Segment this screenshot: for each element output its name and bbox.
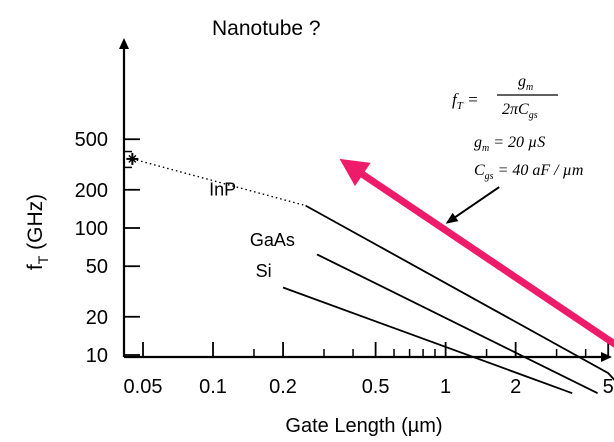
formula-arrow	[445, 186, 500, 224]
y-axis-label-sub: T	[35, 255, 51, 264]
nanotube-label: Nanotube ?	[212, 17, 321, 40]
series-label-si: Si	[256, 261, 272, 281]
x-tick-label-0: 0.05	[124, 376, 163, 398]
y-tick-label-0: 10	[86, 345, 108, 367]
series-label-inp: InP	[209, 180, 236, 200]
x-tick-label-3: 0.5	[362, 376, 390, 398]
y-axis-label-main: f	[24, 264, 47, 270]
series-marker-inp	[126, 152, 139, 165]
series-line-gaas-2	[316, 253, 598, 395]
y-tick-label-1: 20	[86, 307, 108, 329]
y-axis-label: fT (GHz)	[24, 194, 51, 270]
ft-formula: fT = gm 2πCgs	[452, 73, 558, 121]
x-axis-arrowhead	[601, 352, 612, 362]
series-line-inp-0	[132, 158, 306, 207]
x-tick-label-4: 1	[440, 376, 451, 398]
nanotube-arrow-head	[339, 158, 371, 187]
star-marker-d2	[128, 154, 137, 163]
y-tick-label-2: 50	[86, 256, 108, 278]
gm-formula: gm = 20 µS	[474, 134, 545, 154]
series-labels: InP GaAs Si	[209, 180, 295, 282]
y-tick-label-3: 100	[75, 218, 108, 240]
x-tick-label-1: 0.1	[199, 376, 227, 398]
ft-formula-lhs: fT =	[452, 90, 479, 112]
series-label-gaas: GaAs	[250, 230, 295, 250]
series-line-inp-1	[305, 204, 614, 381]
ft-formula-denominator: 2πCgs	[502, 101, 538, 121]
axis-tick-labels: 0.050.10.20.512510102050100200500	[75, 129, 614, 398]
y-tick-label-5: 500	[75, 129, 108, 151]
ft-formula-numerator: gm	[518, 73, 533, 93]
cgs-formula: Cgs = 40 aF / µm	[474, 162, 583, 182]
x-tick-label-2: 0.2	[269, 376, 297, 398]
y-axis-label-rest: (GHz)	[24, 194, 47, 256]
y-tick-label-4: 200	[75, 180, 108, 202]
nanotube-arrow	[339, 158, 614, 348]
axis-ticks	[124, 138, 610, 357]
formula-arrow-head	[445, 212, 459, 224]
x-tick-label-5: 2	[510, 376, 521, 398]
series-line-si-3	[282, 286, 573, 395]
nanotube-arrow-shaft	[359, 170, 614, 348]
series-lines	[126, 152, 614, 395]
y-axis-arrowhead	[119, 38, 129, 49]
formula-arrow-shaft	[453, 186, 500, 219]
plot-area: 0.050.10.20.512510102050100200500 InPGaA…	[75, 38, 614, 398]
x-tick-label-6: 5	[603, 376, 614, 398]
x-axis-label: Gate Length (µm)	[285, 415, 442, 437]
